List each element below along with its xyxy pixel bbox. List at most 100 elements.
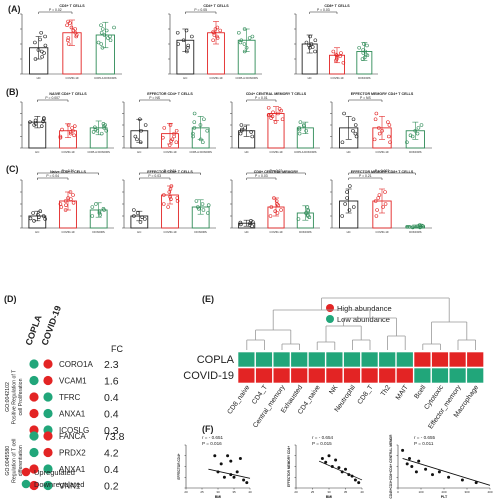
bar-plot: NAIVE CD4+ T CELLS HC COVID-19 COPLA DONORS…	[20, 92, 114, 154]
data-point	[40, 49, 44, 54]
data-point	[42, 117, 46, 122]
data-point	[437, 470, 441, 474]
bar-plot: CD8+ T CELLS HC COVID-19 DONORS P = 0.03	[294, 4, 378, 80]
data-point	[43, 34, 47, 39]
y-axis-label: EFFECTOR CD4+	[177, 453, 181, 479]
data-point	[417, 459, 421, 463]
data-point	[63, 199, 68, 203]
plot-title: Naive CD8+ T CELLS	[50, 170, 86, 174]
x-tick-label: 35	[232, 490, 236, 494]
gene-name: VNN1	[59, 482, 81, 491]
heatmap-cell	[290, 351, 308, 368]
data-point	[324, 460, 328, 464]
regression-line	[402, 458, 491, 486]
data-point	[410, 225, 415, 230]
heatmap-cell	[308, 367, 326, 384]
x-tick-label: 100	[418, 490, 423, 494]
x-tick-label: HC	[37, 76, 41, 80]
data-point	[460, 478, 464, 482]
data-point	[377, 131, 382, 136]
data-point	[226, 454, 230, 458]
data-point	[169, 197, 173, 201]
heatmap-column-label: CD8_naive	[226, 384, 251, 416]
data-point	[174, 128, 179, 133]
data-point	[381, 205, 385, 209]
data-point	[296, 217, 301, 221]
data-point	[276, 111, 280, 116]
data-point	[68, 190, 73, 194]
legend-label: Upregulated	[34, 468, 75, 477]
heatmap-cell	[448, 351, 467, 368]
data-point	[192, 126, 197, 130]
x-tick-label: HC	[308, 76, 312, 80]
heatmap-column-label: CD4_T	[251, 384, 269, 406]
regulation-dot	[43, 431, 53, 441]
dendrogram	[246, 297, 477, 350]
data-point	[222, 475, 226, 479]
panel-a: (A) CD3+ T CELLS HC COVID-19 COPLA DONORS P =…	[8, 4, 378, 80]
heatmap-cell	[272, 367, 291, 384]
data-point	[59, 205, 64, 209]
p-value-label: P = 0.03	[148, 174, 161, 178]
data-point	[344, 467, 347, 471]
x-tick-label: COVID-19	[376, 150, 389, 154]
x-tick-label: 200	[441, 490, 446, 494]
regulation-dot	[29, 359, 39, 369]
legend-dot	[21, 467, 31, 477]
data-point	[190, 34, 194, 39]
go-term-label: differentiation	[18, 445, 24, 476]
data-point	[175, 196, 180, 200]
x-tick-label: COVID-19	[164, 150, 177, 154]
panel-d-bg	[0, 287, 130, 499]
bar-plot: CD8+ CENTRAL MEMORY HC COVID-19 DONORS P = 0…	[230, 169, 320, 234]
data-point	[69, 197, 73, 201]
data-point	[362, 55, 367, 60]
data-point	[405, 225, 409, 229]
fold-change-value: 73.8	[104, 431, 125, 443]
data-point	[196, 207, 201, 211]
correlation-p: P = 0.016	[202, 441, 222, 446]
x-tick-label: HC	[183, 76, 187, 80]
data-point	[161, 202, 166, 206]
data-point	[135, 211, 140, 215]
data-point	[354, 134, 359, 139]
scatter-plot: 0 100 200 300 400 PLT CD45+CD3+CD8+CD4+ CENTRA…	[389, 434, 493, 499]
data-point	[96, 40, 101, 45]
data-point	[242, 42, 247, 46]
heatmap-cell	[343, 367, 361, 384]
gene-name: VCAM1	[59, 377, 87, 386]
data-point	[65, 23, 69, 28]
bar-plot: CD4+ T CELLS HC COVID-19 COPLA DONORS P = 0.…	[168, 4, 262, 80]
data-point	[268, 112, 273, 117]
data-point	[276, 203, 280, 207]
panel-label: (E)	[202, 294, 214, 304]
data-point	[279, 208, 283, 212]
data-point	[305, 205, 310, 209]
x-tick-label: COVID-19	[210, 76, 223, 80]
data-point	[64, 203, 68, 207]
data-point	[414, 470, 418, 474]
data-point	[168, 123, 173, 127]
data-point	[211, 38, 215, 43]
data-point	[41, 119, 45, 124]
data-point	[140, 215, 145, 219]
data-point	[310, 45, 315, 49]
data-point	[269, 116, 273, 120]
plot-title: NAIVE CD4+ T CELLS	[49, 92, 87, 96]
p-value-label: P = 0.21	[359, 174, 372, 178]
panel-b: (B) NAIVE CD4+ T CELLS HC COVID-19 COPLA DON…	[6, 87, 432, 154]
panel-e: (E) High abundance Low abundance COPLA COVID…	[183, 294, 484, 430]
x-tick-label: DONORS	[195, 230, 207, 234]
x-tick-label: 20	[294, 490, 298, 494]
heatmap-cell	[378, 367, 396, 384]
data-point	[106, 36, 110, 40]
x-tick-label: HC	[137, 230, 141, 234]
data-point	[357, 45, 361, 50]
go-term-label: Positive Regulation of T	[12, 369, 18, 425]
data-point	[401, 448, 405, 452]
x-tick-label: HC	[35, 230, 39, 234]
x-tick-label: 400	[487, 490, 492, 494]
x-tick-label: DONORS	[409, 230, 421, 234]
heatmap-cell	[378, 351, 396, 368]
